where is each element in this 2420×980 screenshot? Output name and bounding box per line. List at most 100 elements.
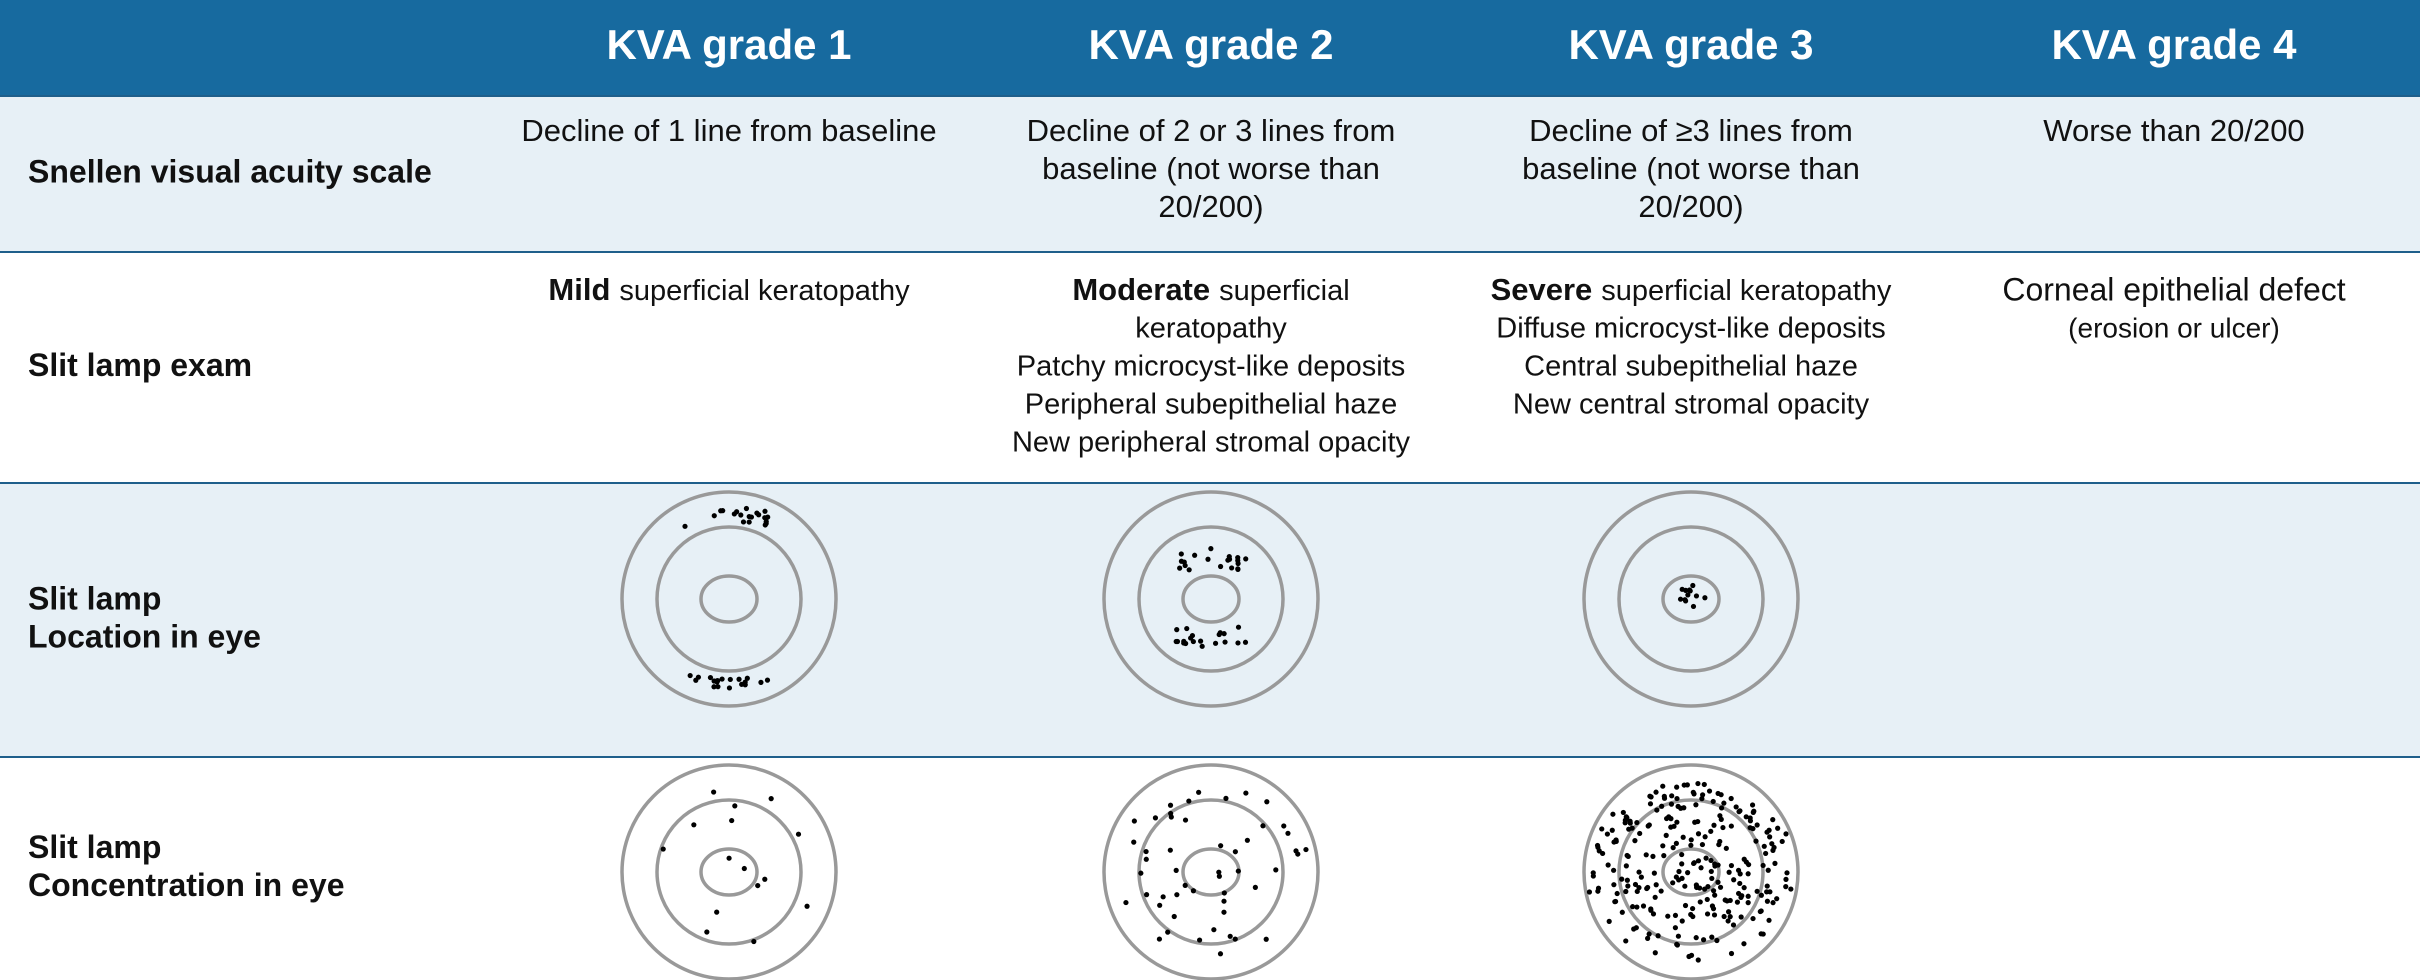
- deposit-dot: [1182, 882, 1188, 888]
- deposit-dot: [1661, 793, 1667, 799]
- deposit-dot: [1750, 915, 1756, 922]
- eye-inner: [1181, 847, 1241, 897]
- deposit-dot: [1619, 909, 1625, 915]
- deposit-dot: [1760, 862, 1766, 869]
- deposit-dot: [1758, 892, 1764, 898]
- deposit-dot: [1738, 914, 1744, 920]
- deposit-dot: [1609, 827, 1615, 833]
- deposit-dot: [1217, 951, 1224, 957]
- deposit-dot: [1143, 856, 1149, 862]
- deposit-dot: [1702, 595, 1708, 601]
- deposit-dot: [1679, 861, 1685, 867]
- cell-line: New central stromal opacity: [1513, 389, 1870, 421]
- deposit-dot: [1710, 888, 1717, 894]
- cell-line: Central subepithelial haze: [1524, 351, 1858, 383]
- deposit-dot: [1174, 638, 1181, 645]
- deposit-dot: [1721, 800, 1727, 806]
- deposit-dot: [1769, 841, 1775, 847]
- cell-line: baseline (not worse than: [1522, 151, 1860, 186]
- deposit-dot: [1665, 913, 1671, 919]
- deposit-dot: [1717, 813, 1723, 819]
- deposit-dot: [1199, 643, 1205, 649]
- deposit-dot: [1674, 819, 1680, 825]
- deposit-dot: [1653, 789, 1659, 795]
- deposit-dot: [1181, 640, 1187, 646]
- deposit-dot: [1670, 880, 1676, 886]
- eye-outer: [1102, 763, 1320, 980]
- deposit-dot: [804, 903, 810, 909]
- deposit-dot: [711, 513, 717, 519]
- deposit-dot: [1192, 552, 1198, 558]
- deposit-dot: [660, 846, 666, 852]
- row-label: Location in eye: [28, 618, 261, 654]
- eye-outer: [620, 490, 838, 708]
- deposit-dot: [1693, 593, 1700, 599]
- eye-middle: [1137, 525, 1285, 673]
- deposit-dot: [1669, 793, 1675, 799]
- deposit-dot: [1644, 885, 1650, 892]
- cell-line: New peripheral stromal opacity: [1012, 427, 1411, 459]
- deposit-dot: [1190, 638, 1196, 645]
- deposit-dot: [1189, 632, 1196, 639]
- deposit-dot: [1770, 816, 1776, 823]
- deposit-dot: [739, 681, 745, 687]
- deposit-dot: [1660, 783, 1666, 789]
- deposit-dot: [1221, 631, 1227, 637]
- deposit-dot: [1733, 804, 1739, 810]
- deposit-dot: [1260, 823, 1266, 829]
- deposit-dot: [1690, 913, 1696, 920]
- deposit-dot: [1590, 873, 1596, 879]
- deposit-dot: [1218, 843, 1224, 849]
- eye-outer: [1582, 763, 1800, 980]
- bold-term: Mild: [548, 272, 610, 307]
- deposit-dot: [1604, 831, 1610, 837]
- deposit-dot: [1726, 869, 1732, 875]
- deposit-dot: [1683, 598, 1689, 604]
- deposit-dot: [1659, 803, 1665, 809]
- deposit-dot: [695, 674, 702, 680]
- deposit-dot: [1721, 913, 1727, 920]
- deposit-dot: [1184, 625, 1190, 632]
- deposit-dot: [1227, 933, 1233, 939]
- deposit-dot: [762, 508, 768, 514]
- deposit-dot: [1177, 565, 1183, 571]
- deposit-dot: [1764, 889, 1770, 895]
- deposit-dot: [1710, 798, 1716, 805]
- deposit-dot: [1156, 936, 1163, 942]
- deposit-dot: [1727, 914, 1733, 920]
- deposit-dot: [1709, 875, 1715, 882]
- deposit-dot: [1723, 845, 1729, 851]
- deposit-dot: [719, 676, 725, 682]
- deposit-dot: [1672, 925, 1678, 931]
- deposit-dot: [1605, 862, 1611, 868]
- deposit-dot: [741, 865, 747, 872]
- deposit-dot: [718, 508, 724, 514]
- deposit-dot: [744, 675, 750, 681]
- cell-line: Mild superficial keratopathy: [548, 272, 910, 307]
- deposit-dot: [743, 505, 750, 512]
- deposit-dot: [1711, 822, 1717, 828]
- deposit-dot: [1623, 938, 1629, 944]
- deposit-dot: [1686, 953, 1692, 960]
- deposit-dot: [736, 676, 742, 682]
- deposit-dot: [1690, 789, 1696, 795]
- deposit-dot: [1737, 880, 1743, 887]
- deposit-dot: [1157, 902, 1163, 908]
- deposit-dot: [1216, 631, 1222, 638]
- deposit-dot: [1758, 931, 1764, 937]
- deposit-dot: [1701, 781, 1707, 788]
- deposit-dot: [1637, 830, 1643, 837]
- deposit-dot: [1212, 640, 1219, 646]
- deposit-dot: [1138, 870, 1144, 876]
- deposit-dot: [1679, 875, 1685, 881]
- deposit-dot: [1244, 837, 1250, 843]
- deposit-dot: [1708, 828, 1714, 834]
- column-header: KVA grade 3: [1568, 21, 1813, 68]
- deposit-dot: [746, 519, 752, 525]
- cell-line: Moderate superficial: [1072, 272, 1349, 307]
- deposit-dot: [1652, 950, 1658, 956]
- deposit-dot: [1704, 911, 1711, 917]
- deposit-dot: [726, 685, 733, 691]
- deposit-dot: [1205, 556, 1211, 562]
